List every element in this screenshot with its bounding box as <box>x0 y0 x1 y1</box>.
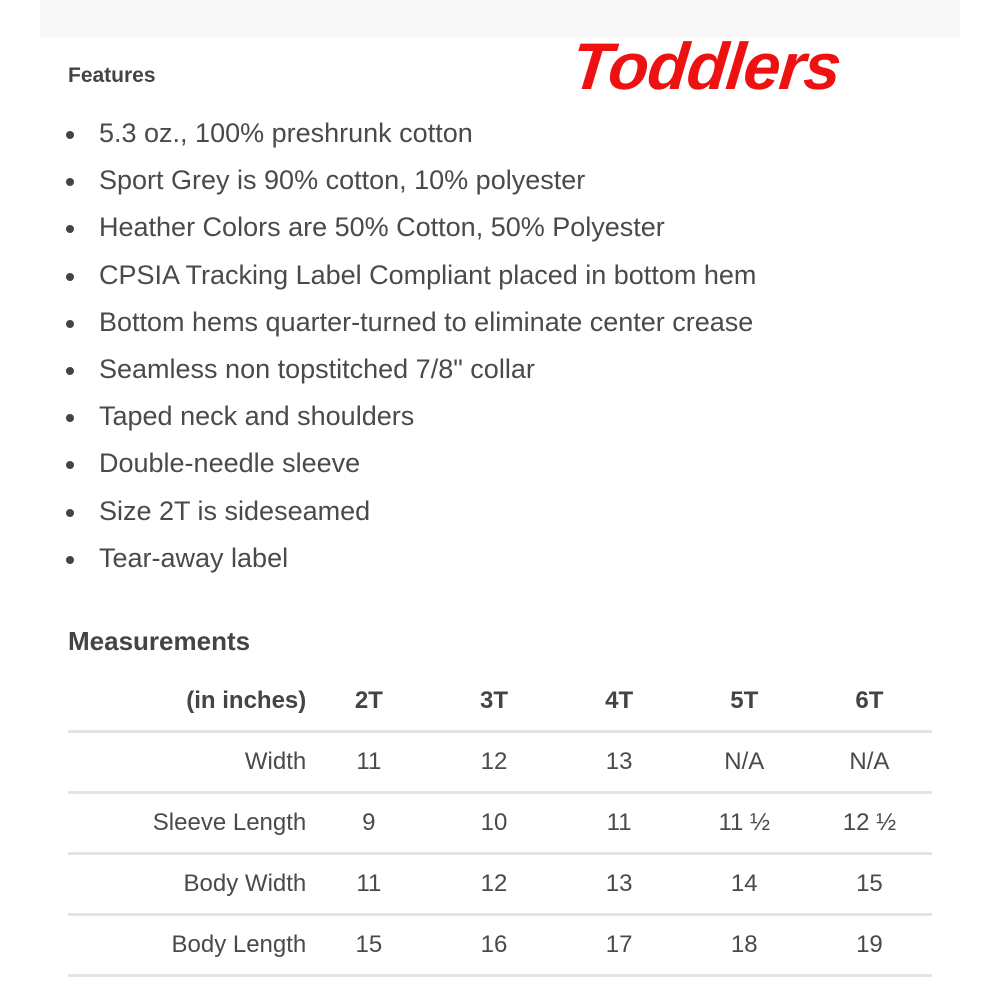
bullet-icon <box>66 366 74 375</box>
table-row: Body Width 11 12 13 14 15 <box>68 853 932 916</box>
measurements-heading: Measurements <box>68 626 251 656</box>
feature-text: Sport Grey is 90% cotton, 10% polyester <box>99 165 586 196</box>
table-cell: 10 <box>431 792 557 855</box>
size-header: 6T <box>806 672 932 733</box>
table-cell: 19 <box>806 914 932 977</box>
size-header: 5T <box>681 672 807 733</box>
table-header-row: (in inches) 2T 3T 4T 5T 6T <box>68 672 932 733</box>
table-cell: N/A <box>806 731 932 794</box>
table-row: Sleeve Length 9 10 11 11 ½ 12 ½ <box>68 792 932 855</box>
features-heading: Features <box>68 64 156 87</box>
feature-text: Heather Colors are 50% Cotton, 50% Polye… <box>99 212 665 243</box>
row-label: Width <box>68 731 307 794</box>
bullet-icon <box>66 131 74 139</box>
table-cell: 17 <box>556 914 682 977</box>
table-cell: 11 ½ <box>681 792 807 855</box>
toddlers-logo: Toddlers <box>568 29 845 103</box>
features-list: 5.3 oz., 100% preshrunk cotton Sport Grey… <box>0 110 756 582</box>
feature-item: CPSIA Tracking Label Compliant placed in… <box>0 252 756 299</box>
feature-text: Size 2T is sideseamed <box>99 495 371 526</box>
feature-item: Bottom hems quarter-turned to eliminate … <box>0 299 756 346</box>
table-cell: 16 <box>431 914 557 977</box>
table-row: Width 11 12 13 N/A N/A <box>68 731 932 794</box>
feature-item: Double-needle sleeve <box>0 440 756 487</box>
bullet-icon <box>66 178 74 187</box>
table-cell: 12 ½ <box>806 792 932 855</box>
feature-text: Tear-away label <box>99 542 289 573</box>
bullet-icon <box>66 555 74 564</box>
feature-item: Heather Colors are 50% Cotton, 50% Polye… <box>0 204 756 251</box>
table-cell: 9 <box>306 792 432 855</box>
feature-item: Size 2T is sideseamed <box>0 488 756 535</box>
feature-text: Taped neck and shoulders <box>99 401 415 432</box>
size-header: 3T <box>431 672 557 733</box>
feature-text: CPSIA Tracking Label Compliant placed in… <box>99 259 757 290</box>
row-label: Body Length <box>68 914 307 977</box>
table-cell: 11 <box>306 731 432 794</box>
measurements-table: (in inches) 2T 3T 4T 5T 6T Width 11 12 13 N/A N/A S… <box>68 672 932 977</box>
bullet-icon <box>66 461 74 470</box>
table-cell: 18 <box>681 914 807 977</box>
row-label: Sleeve Length <box>68 792 307 855</box>
table-cell: 11 <box>556 792 682 855</box>
feature-text: Seamless non topstitched 7/8" collar <box>99 353 535 384</box>
feature-item: Seamless non topstitched 7/8" collar <box>0 346 756 393</box>
feature-text: 5.3 oz., 100% preshrunk cotton <box>99 118 473 148</box>
table-cell: 15 <box>306 914 432 977</box>
row-label: Body Width <box>68 853 307 916</box>
bullet-icon <box>66 319 74 328</box>
size-header: 4T <box>556 672 682 733</box>
feature-item: Sport Grey is 90% cotton, 10% polyester <box>0 157 756 204</box>
table-cell: 12 <box>431 731 557 794</box>
table-cell: 14 <box>681 853 807 916</box>
bullet-icon <box>66 414 74 423</box>
units-header: (in inches) <box>68 672 307 733</box>
feature-item: Tear-away label <box>0 535 756 582</box>
feature-text: Double-needle sleeve <box>99 448 361 479</box>
top-band <box>40 0 960 38</box>
bullet-icon <box>66 508 74 517</box>
table-cell: 12 <box>431 853 557 916</box>
table-cell: 15 <box>806 853 932 916</box>
table-cell: 11 <box>306 853 432 916</box>
table-row: Body Length 15 16 17 18 19 <box>68 914 932 977</box>
table-cell: 13 <box>556 853 682 916</box>
bullet-icon <box>66 272 74 281</box>
bullet-icon <box>66 225 74 234</box>
feature-item: 5.3 oz., 100% preshrunk cotton <box>0 110 756 157</box>
table-cell: N/A <box>681 731 807 794</box>
feature-text: Bottom hems quarter-turned to eliminate … <box>99 306 754 337</box>
feature-item: Taped neck and shoulders <box>0 393 756 440</box>
size-header: 2T <box>306 672 432 733</box>
table-cell: 13 <box>556 731 682 794</box>
